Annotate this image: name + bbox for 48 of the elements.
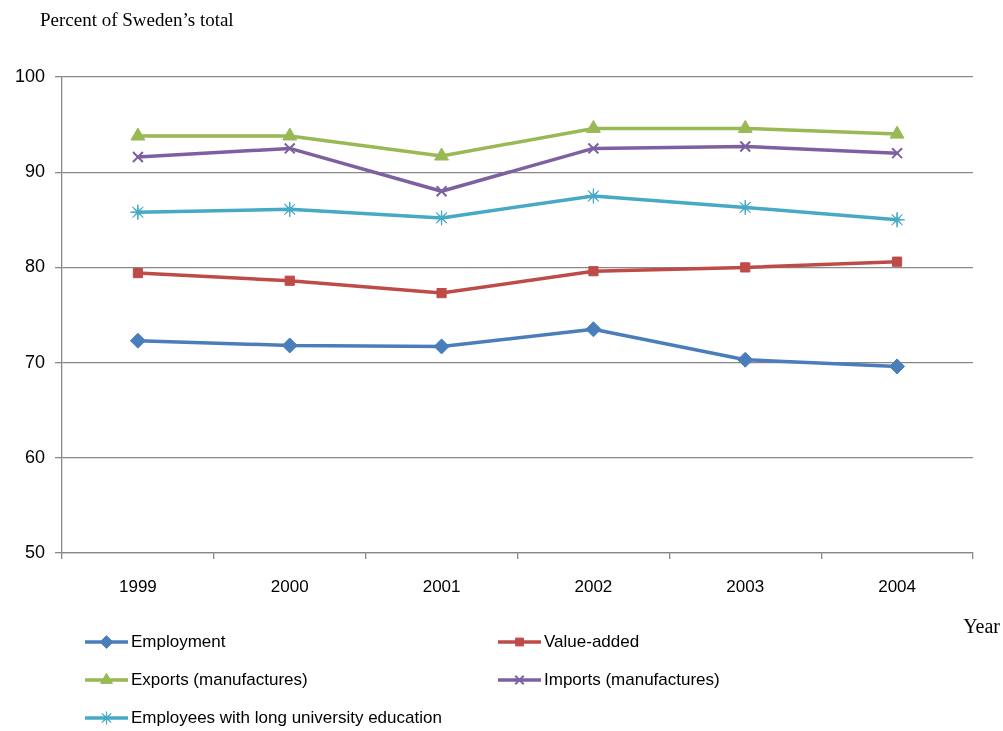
point [283,142,296,155]
x-axis-title: Year [963,615,1001,638]
y-tick-label: 80 [24,256,45,277]
point [737,351,754,368]
legend-label: Employment [131,631,226,651]
x-tick-label: 1999 [119,576,157,596]
point [889,125,905,139]
point [588,266,599,277]
y-tick-label: 70 [24,351,45,372]
x-tick-label: 2003 [726,576,765,596]
y-tick-label: 60 [24,446,45,467]
x-tick-label: 2001 [422,576,461,596]
point [891,256,903,267]
y-tick-label: 90 [24,161,45,182]
point [435,185,448,198]
point [737,199,754,216]
point [737,119,753,133]
legend-label: Employees with long university education [131,707,442,727]
point [129,332,146,349]
point [131,151,144,163]
point [434,147,450,161]
x-tick-label: 2000 [270,576,309,596]
legend-label: Exports (manufactures) [131,669,308,689]
point [282,127,298,141]
point [433,209,450,226]
point [889,358,906,375]
point [130,127,146,141]
legend-label: Value-added [544,631,640,651]
point [281,337,298,354]
y-axis-title: Percent of Sweden’s total [40,8,234,30]
x-tick-label: 2002 [574,576,613,596]
point [129,204,146,221]
x-tick-label: 2004 [878,576,916,596]
y-tick-label: 50 [24,541,45,562]
legend-label: Imports (manufactures) [544,669,720,689]
point [433,338,450,355]
point [585,321,602,338]
point [436,288,447,299]
point [585,188,602,204]
point [587,142,600,155]
point [132,268,144,279]
point [739,140,752,153]
point [889,211,906,228]
point [284,275,295,286]
point [740,262,751,273]
point [891,147,904,160]
point [585,119,601,133]
y-tick-label: 100 [14,65,45,86]
